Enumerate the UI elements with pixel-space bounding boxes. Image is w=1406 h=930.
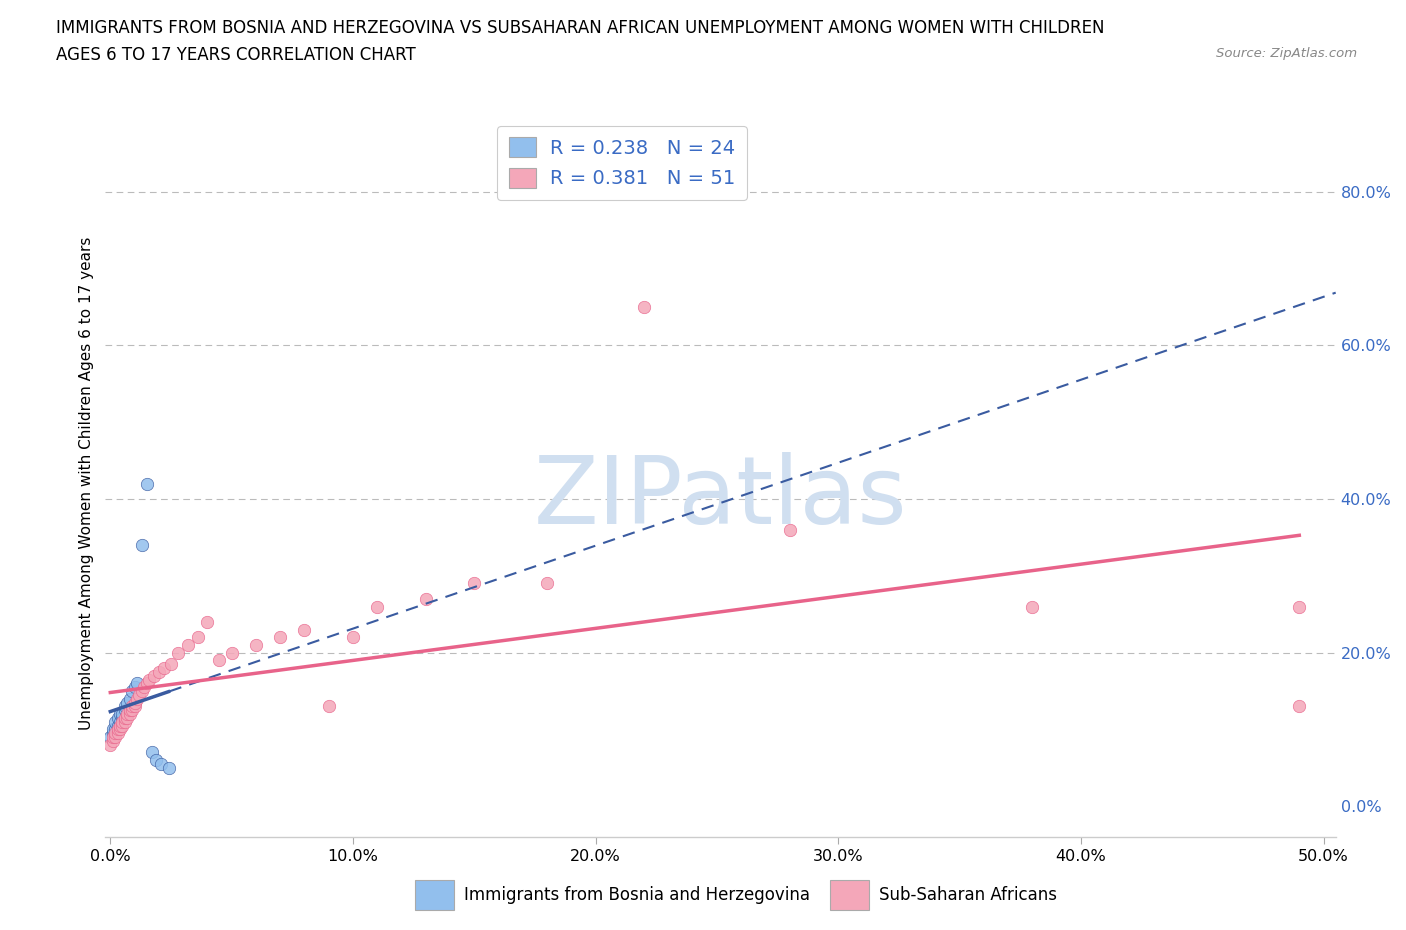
Point [138, 672, 160, 687]
Text: Immigrants from Bosnia and Herzegovina: Immigrants from Bosnia and Herzegovina [464, 886, 810, 904]
Point [108, 714, 131, 729]
Point [134, 680, 156, 695]
Point [1288, 699, 1310, 714]
Point [124, 699, 146, 714]
Point [779, 523, 801, 538]
Point [131, 538, 153, 552]
Point [128, 687, 150, 702]
Point [124, 680, 146, 695]
Point [145, 752, 167, 767]
Point [104, 730, 127, 745]
Point [107, 718, 129, 733]
Point [118, 691, 141, 706]
Point [131, 684, 153, 698]
Point [98, 737, 121, 752]
Point [208, 653, 231, 668]
Point [107, 722, 129, 737]
Point [101, 734, 124, 749]
Point [135, 676, 157, 691]
Point [118, 707, 141, 722]
Point [187, 630, 209, 644]
Point [101, 725, 124, 740]
Point [152, 660, 174, 675]
Point [157, 761, 180, 776]
Point [536, 576, 558, 591]
Point [98, 730, 121, 745]
Point [118, 703, 141, 718]
Point [107, 711, 129, 725]
Point [107, 725, 129, 740]
Point [143, 669, 166, 684]
Point [294, 622, 316, 637]
Point [150, 757, 173, 772]
Point [269, 630, 291, 644]
Point [148, 664, 170, 679]
Point [318, 699, 340, 714]
Point [111, 718, 134, 733]
Point [245, 637, 267, 652]
Text: ZIPatlas: ZIPatlas [534, 452, 907, 544]
Point [111, 714, 134, 729]
Y-axis label: Unemployment Among Women with Children Ages 6 to 17 years: Unemployment Among Women with Children A… [79, 237, 94, 730]
Point [195, 615, 218, 630]
Point [121, 703, 143, 718]
Point [114, 711, 136, 725]
Point [124, 695, 146, 710]
Point [415, 591, 437, 606]
Point [463, 576, 485, 591]
Point [108, 707, 131, 722]
Text: Source: ZipAtlas.com: Source: ZipAtlas.com [1216, 46, 1357, 60]
Point [1021, 599, 1043, 614]
Point [114, 699, 136, 714]
Point [114, 703, 136, 718]
Point [117, 707, 139, 722]
Point [1288, 599, 1310, 614]
Point [117, 695, 139, 710]
Point [104, 714, 127, 729]
Point [125, 691, 148, 706]
Point [633, 299, 655, 314]
Point [177, 637, 200, 652]
Point [111, 711, 134, 725]
Point [104, 725, 127, 740]
Point [108, 722, 131, 737]
Point [141, 745, 163, 760]
Point [101, 730, 124, 745]
FancyBboxPatch shape [415, 880, 454, 910]
Point [104, 722, 127, 737]
Point [125, 676, 148, 691]
Text: Sub-Saharan Africans: Sub-Saharan Africans [879, 886, 1057, 904]
Point [101, 722, 124, 737]
Point [135, 476, 157, 491]
Text: IMMIGRANTS FROM BOSNIA AND HERZEGOVINA VS SUBSAHARAN AFRICAN UNEMPLOYMENT AMONG : IMMIGRANTS FROM BOSNIA AND HERZEGOVINA V… [56, 19, 1105, 36]
Point [111, 707, 134, 722]
Point [167, 645, 190, 660]
Text: AGES 6 TO 17 YEARS CORRELATION CHART: AGES 6 TO 17 YEARS CORRELATION CHART [56, 46, 416, 64]
Legend: R = 0.238   N = 24, R = 0.381   N = 51: R = 0.238 N = 24, R = 0.381 N = 51 [498, 126, 747, 200]
Point [221, 645, 243, 660]
Point [121, 699, 143, 714]
Point [121, 684, 143, 698]
Point [117, 711, 139, 725]
Point [160, 657, 183, 671]
FancyBboxPatch shape [830, 880, 869, 910]
Point [342, 630, 364, 644]
Point [108, 718, 131, 733]
Point [366, 599, 388, 614]
Point [114, 714, 136, 729]
